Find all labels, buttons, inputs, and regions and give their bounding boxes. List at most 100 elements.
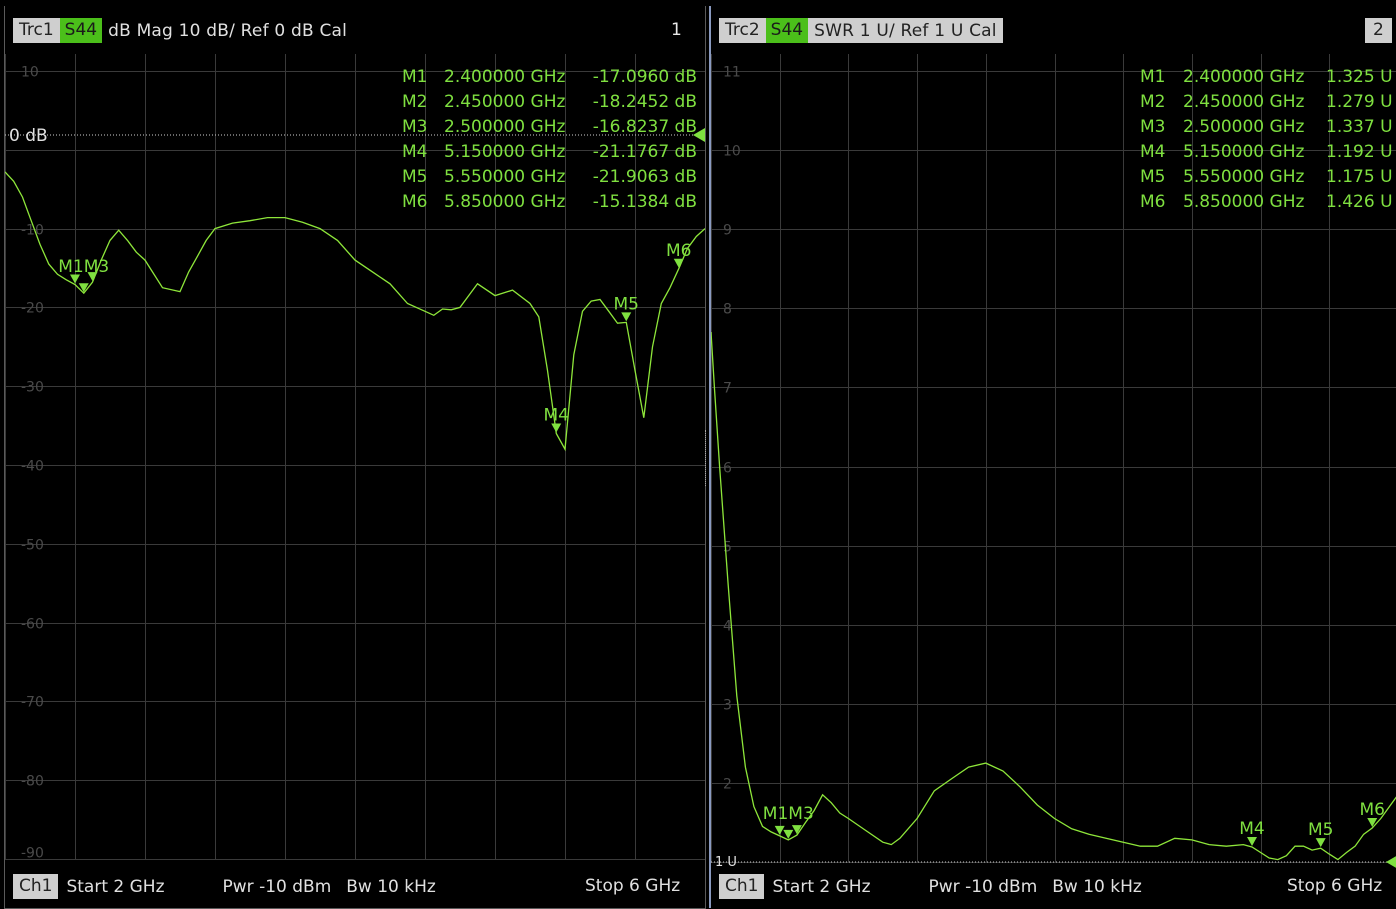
marker-table-name: M2 [1140,92,1165,112]
marker-table-freq: 2.400000 GHz [1183,67,1304,87]
marker-table-value: 1.426 U [1326,192,1393,212]
marker-table-freq: 5.550000 GHz [444,167,565,187]
marker-table-name: M1 [1140,67,1165,87]
marker-table-value: -17.0960 dB [593,67,697,87]
stop-frequency-2[interactable]: Stop 6 GHz [1287,876,1383,896]
marker-table-freq: 5.150000 GHz [444,142,565,162]
trace2-plot[interactable]: 11 10 9 8 7 6 5 4 3 2 1 U M1M3 M4 M5 M6 M1 2.400000 G… [711,54,1396,869]
y-tick-label: -10 [21,223,44,239]
marker-triangle-m5 [621,312,632,322]
y-tick-label: -60 [21,617,44,633]
trace1-window-number: 1 [671,20,682,40]
if-bandwidth[interactable]: Bw 10 kHz [346,876,436,897]
marker-table-value: 1.337 U [1326,117,1393,137]
marker-triangle-m3 [791,825,802,835]
y-tick-label: 6 [723,461,732,477]
marker-flag-m1m2m3: M1M3 [763,804,814,824]
trace1-footer: Ch1 Start 2 GHz Pwr -10 dBm Bw 10 kHz St… [5,864,705,908]
y-tick-label: -40 [21,459,44,475]
trace2-marker-flags: M1M3 M4 M5 M6 [763,800,1385,848]
marker-table-name: M5 [402,167,427,187]
marker-triangle-m1 [774,825,785,835]
y-tick-label: 11 [723,65,741,81]
marker-triangle-m4 [551,423,562,433]
marker-flag-m4: M4 [1239,819,1264,839]
trace1-title-group[interactable]: Trc1 S44 [13,18,103,43]
trace1-ref-label: 0 dB [9,126,48,146]
marker-table-value: -18.2452 dB [593,92,697,112]
marker-triangle-m6 [673,258,684,268]
marker-flag-m4: M4 [544,405,569,425]
marker-flag-m6: M6 [1359,800,1384,820]
marker-flag-m6: M6 [666,241,691,261]
marker-triangle-m2 [783,829,794,839]
trace2-title-group[interactable]: Trc2 S44 SWR 1 U/ Ref 1 U Cal [719,18,1003,43]
marker-table-freq: 2.450000 GHz [1183,92,1304,112]
marker-table-freq: 2.500000 GHz [444,117,565,137]
marker-table-freq: 2.500000 GHz [1183,117,1304,137]
marker-table-name: M3 [1140,117,1165,137]
marker-triangle-m4 [1247,836,1258,846]
y-tick-label: 10 [723,144,741,160]
marker-table-name: M5 [1140,167,1165,187]
marker-flag-m1m2m3: M1M3 [58,257,109,277]
trace1-y-ticks: 10 -10 -20 -30 -40 -50 -60 -70 -80 -90 [21,65,44,862]
y-tick-label: -80 [21,774,44,790]
marker-table-value: 1.175 U [1326,167,1393,187]
marker-table-name: M6 [1140,192,1165,212]
trace2-ref-arrow [1386,856,1396,868]
trace2-window-number: 2 [1365,18,1392,43]
marker-table-freq: 5.850000 GHz [444,192,565,212]
stop-frequency[interactable]: Stop 6 GHz [585,876,681,896]
source-power[interactable]: Pwr -10 dBm [222,876,332,897]
y-tick-label: -20 [21,301,44,317]
marker-table-value: 1.192 U [1326,142,1393,162]
trace1-plot[interactable]: 10-10-20-30-40-50-60-70-80-90 0 dB M1M3M… [5,54,705,869]
trace2-footer: Ch1 Start 2 GHz Pwr -10 dBm Bw 10 kHz St… [711,864,1396,908]
trace2-marker-table: M1 2.400000 GHz 1.325 U M2 2.450000 GHz 1.279… [1140,67,1393,212]
marker-table-value: -21.9063 dB [593,167,697,187]
trace1-label[interactable]: Trc1 [13,18,60,43]
trace1-header: Trc1 S44 dB Mag 10 dB/ Ref 0 dB Cal 1 [5,6,705,50]
trace2-format-text[interactable]: SWR 1 U/ Ref 1 U Cal [814,20,997,41]
marker-table-freq: 5.850000 GHz [1183,192,1304,212]
marker-table-name: M4 [1140,142,1165,162]
trace2-window[interactable]: Trc2 S44 SWR 1 U/ Ref 1 U Cal 2 11 10 9 8 7 6… [709,6,1396,908]
trace1-param-label[interactable]: S44 [59,18,103,43]
trace1-ref-arrow [693,128,705,142]
trace2-y-ticks: 11 10 9 8 7 6 5 4 3 2 [723,65,741,793]
marker-triangle-m6 [1367,817,1378,827]
trace1-grid [5,54,705,860]
marker-triangle-m3 [87,272,98,282]
y-tick-label: 4 [723,619,732,635]
y-tick-label: 2 [723,777,732,793]
marker-table-value: 1.325 U [1326,67,1393,87]
trace1-format-text[interactable]: dB Mag 10 dB/ Ref 0 dB Cal [108,20,348,41]
marker-flag-m5: M5 [614,294,639,314]
marker-table-name: M3 [402,117,427,137]
y-tick-label: -70 [21,695,44,711]
marker-triangle-m2 [78,283,89,293]
if-bandwidth-2[interactable]: Bw 10 kHz [1052,876,1142,897]
marker-table-name: M6 [402,192,427,212]
marker-table-value: 1.279 U [1326,92,1393,112]
y-tick-label: 10 [21,65,39,81]
y-tick-label: 3 [723,698,732,714]
start-frequency[interactable]: Start 2 GHz [66,876,165,897]
marker-table-freq: 2.400000 GHz [444,67,565,87]
y-tick-label: 5 [723,540,732,556]
channel1-label[interactable]: Ch1 [13,874,59,899]
trace1-marker-table: M1 2.400000 GHz -17.0960 dB M2 2.450000 GHz -… [402,67,697,212]
start-frequency-2[interactable]: Start 2 GHz [772,876,871,897]
y-tick-label: -50 [21,538,44,554]
channel2-label[interactable]: Ch1 [719,874,765,899]
marker-flag-m5: M5 [1308,820,1333,840]
trace2-label[interactable]: Trc2 [719,18,766,43]
source-power-2[interactable]: Pwr -10 dBm [928,876,1038,897]
marker-table-freq: 5.150000 GHz [1183,142,1304,162]
y-tick-label: -90 [21,846,44,862]
trace2-param-label[interactable]: S44 [765,18,809,43]
marker-table-name: M4 [402,142,427,162]
y-tick-label: 7 [723,381,732,397]
trace1-window[interactable]: Trc1 S44 dB Mag 10 dB/ Ref 0 dB Cal 1 10… [4,6,706,909]
